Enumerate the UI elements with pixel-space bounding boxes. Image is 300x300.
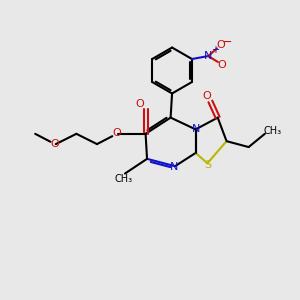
Text: N: N (170, 162, 178, 172)
Text: CH₃: CH₃ (263, 126, 281, 136)
Text: S: S (204, 160, 211, 170)
Text: +: + (211, 45, 219, 55)
Text: N: N (191, 124, 200, 134)
Text: O: O (202, 91, 211, 100)
Text: O: O (51, 139, 60, 148)
Text: CH₃: CH₃ (114, 174, 133, 184)
Text: −: − (222, 35, 232, 48)
Text: N: N (204, 51, 212, 61)
Text: O: O (135, 99, 144, 110)
Text: O: O (217, 60, 226, 70)
Text: O: O (112, 128, 122, 138)
Text: O: O (216, 40, 225, 50)
